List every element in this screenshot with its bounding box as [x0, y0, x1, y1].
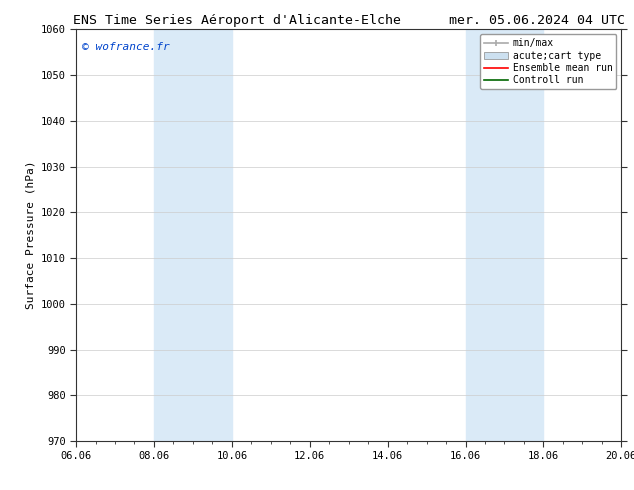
Bar: [465, 29, 543, 441]
Bar: [154, 29, 232, 441]
Y-axis label: Surface Pressure (hPa): Surface Pressure (hPa): [25, 161, 35, 310]
Text: © wofrance.fr: © wofrance.fr: [82, 42, 169, 52]
Title: ENS Time Series Aéroport d'Alicante-Elche      mer. 05.06.2024 04 UTC: ENS Time Series Aéroport d'Alicante-Elch…: [73, 14, 624, 27]
Legend: min/max, acute;cart type, Ensemble mean run, Controll run: min/max, acute;cart type, Ensemble mean …: [480, 34, 616, 89]
